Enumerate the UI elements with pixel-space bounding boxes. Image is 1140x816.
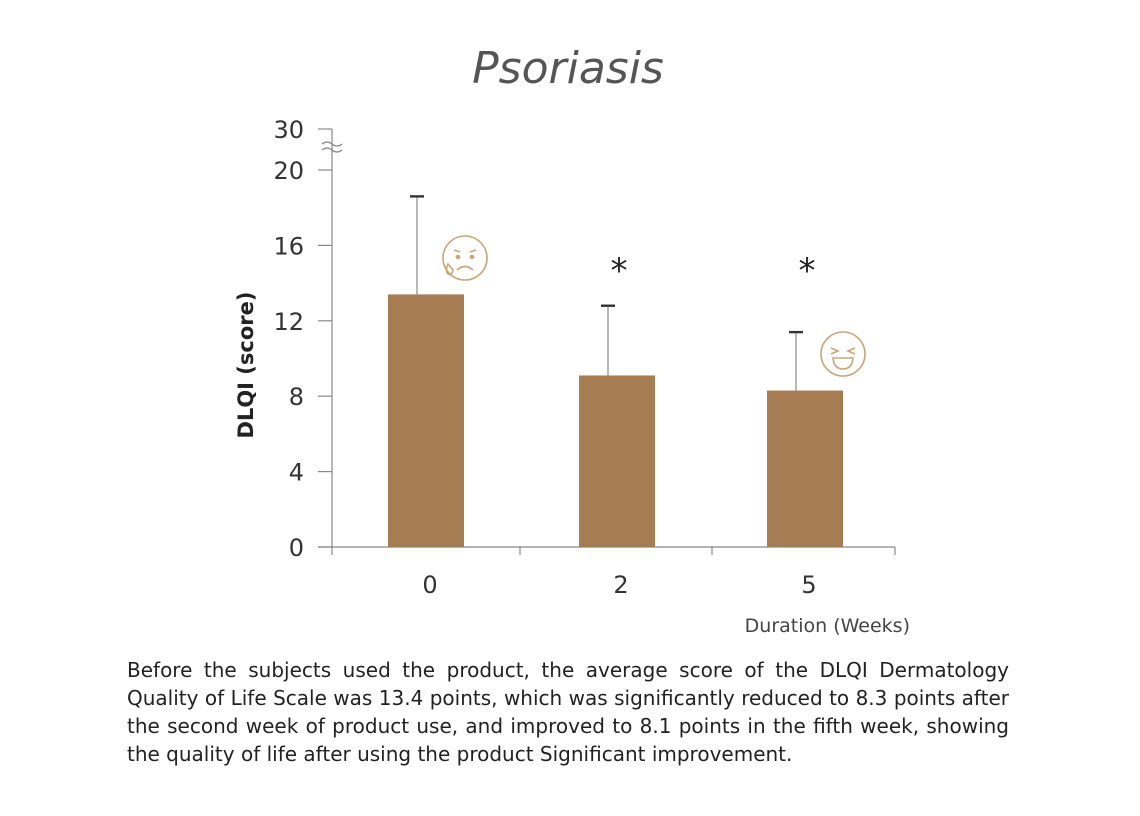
x-axis-label: Duration (Weeks) — [745, 615, 910, 637]
x-tick-label-0: 0 — [422, 571, 437, 599]
y-axis-label: DLQI (score) — [234, 292, 258, 439]
sad-face-icon — [442, 235, 488, 281]
y-tick-label-0: 0 — [289, 534, 304, 562]
y-tick-label-16: 16 — [273, 232, 304, 260]
y-tick-label-4: 4 — [289, 459, 304, 487]
dlqi-bar-chart: Psoriasis 0 4 8 12 16 20 30 0 2 * 5 * DLQI (score) Du… — [234, 43, 910, 637]
x-tick-label-5: 5 — [801, 571, 816, 599]
bar-week-0 — [388, 294, 464, 547]
axis-break-wave-2 — [321, 147, 343, 153]
significance-marker-week-2: * — [611, 251, 628, 291]
y-tick-label-12: 12 — [273, 308, 304, 336]
axis-break-wave-1 — [321, 141, 343, 147]
y-tick-label-30: 30 — [273, 116, 304, 144]
chart-title: Psoriasis — [472, 43, 664, 94]
y-tick-label-8: 8 — [289, 383, 304, 411]
y-tick-label-20: 20 — [273, 157, 304, 185]
bar-week-5 — [767, 390, 843, 547]
x-tick-label-2: 2 — [613, 571, 628, 599]
significance-marker-week-5: * — [799, 251, 816, 291]
bar-week-2 — [579, 375, 655, 547]
chart-caption: Before the subjects used the product, th… — [127, 658, 1009, 766]
laughing-face-icon — [820, 331, 866, 377]
axis-break-icon — [321, 141, 343, 153]
